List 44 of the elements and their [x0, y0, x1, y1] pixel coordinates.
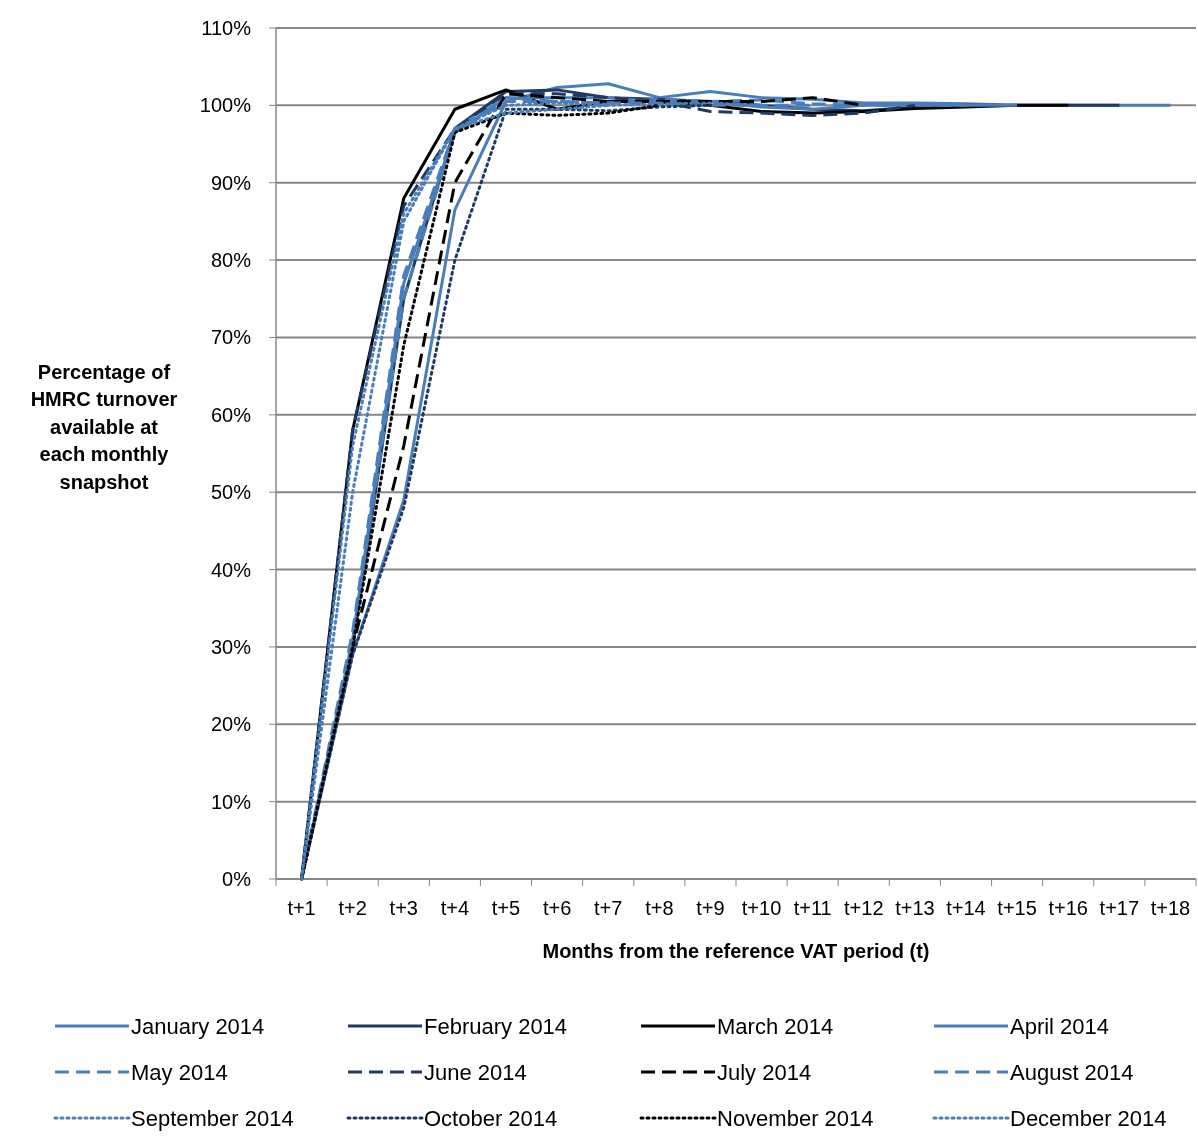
x-tick-label: t+8: [645, 897, 674, 919]
y-tick-label: 20%: [210, 713, 252, 736]
x-tick-label: t+1: [287, 897, 316, 919]
legend-label: November 2014: [717, 1105, 874, 1131]
x-tick-label: t+17: [1099, 897, 1140, 919]
x-tick-label: t+12: [844, 897, 884, 919]
legend-label: December 2014: [1010, 1105, 1167, 1131]
x-tick-label: t+10: [741, 897, 782, 919]
legend-label: January 2014: [131, 1013, 265, 1039]
y-tick-label: 100%: [199, 94, 252, 117]
x-tick-label: t+18: [1150, 897, 1191, 919]
x-tick-label: t+3: [389, 897, 418, 919]
legend-label: September 2014: [131, 1105, 294, 1131]
y-tick-label: 70%: [210, 326, 252, 349]
x-tick-label: t+15: [997, 897, 1037, 919]
x-tick-label: t+13: [895, 897, 935, 919]
x-tick-label: t+5: [491, 897, 521, 919]
y-tick-label: 10%: [210, 790, 252, 813]
y-tick-label: 30%: [210, 635, 252, 658]
legend-label: October 2014: [424, 1105, 558, 1131]
legend-label: July 2014: [717, 1059, 812, 1085]
x-tick-label: t+16: [1048, 897, 1088, 919]
x-tick-label: t+7: [594, 897, 623, 919]
x-tick-label: t+4: [440, 897, 470, 919]
x-tick-label: t+6: [542, 897, 572, 919]
legend-label: August 2014: [1010, 1059, 1134, 1085]
x-tick-label: t+11: [793, 897, 832, 919]
legend-label: April 2014: [1010, 1013, 1110, 1039]
legend-label: May 2014: [131, 1059, 228, 1085]
legend-label: June 2014: [424, 1059, 527, 1085]
y-tick-label: 60%: [210, 403, 252, 426]
x-tick-label: t+2: [338, 897, 367, 919]
y-tick-label: 50%: [210, 481, 252, 504]
legend-label: February 2014: [424, 1013, 568, 1039]
y-tick-label: 110%: [201, 17, 252, 39]
legend-label: March 2014: [717, 1013, 834, 1039]
y-tick-label: 0%: [222, 868, 252, 890]
x-axis-title: Months from the reference VAT period (t): [542, 940, 930, 962]
x-tick-label: t+9: [696, 897, 725, 919]
y-tick-label: 90%: [210, 171, 252, 194]
y-tick-label: 80%: [210, 249, 252, 272]
y-tick-label: 40%: [210, 558, 252, 581]
y-axis-title: Percentage of HMRC turnover available at each monthly snapshot: [30, 360, 178, 493]
x-tick-label: t+14: [946, 897, 986, 919]
